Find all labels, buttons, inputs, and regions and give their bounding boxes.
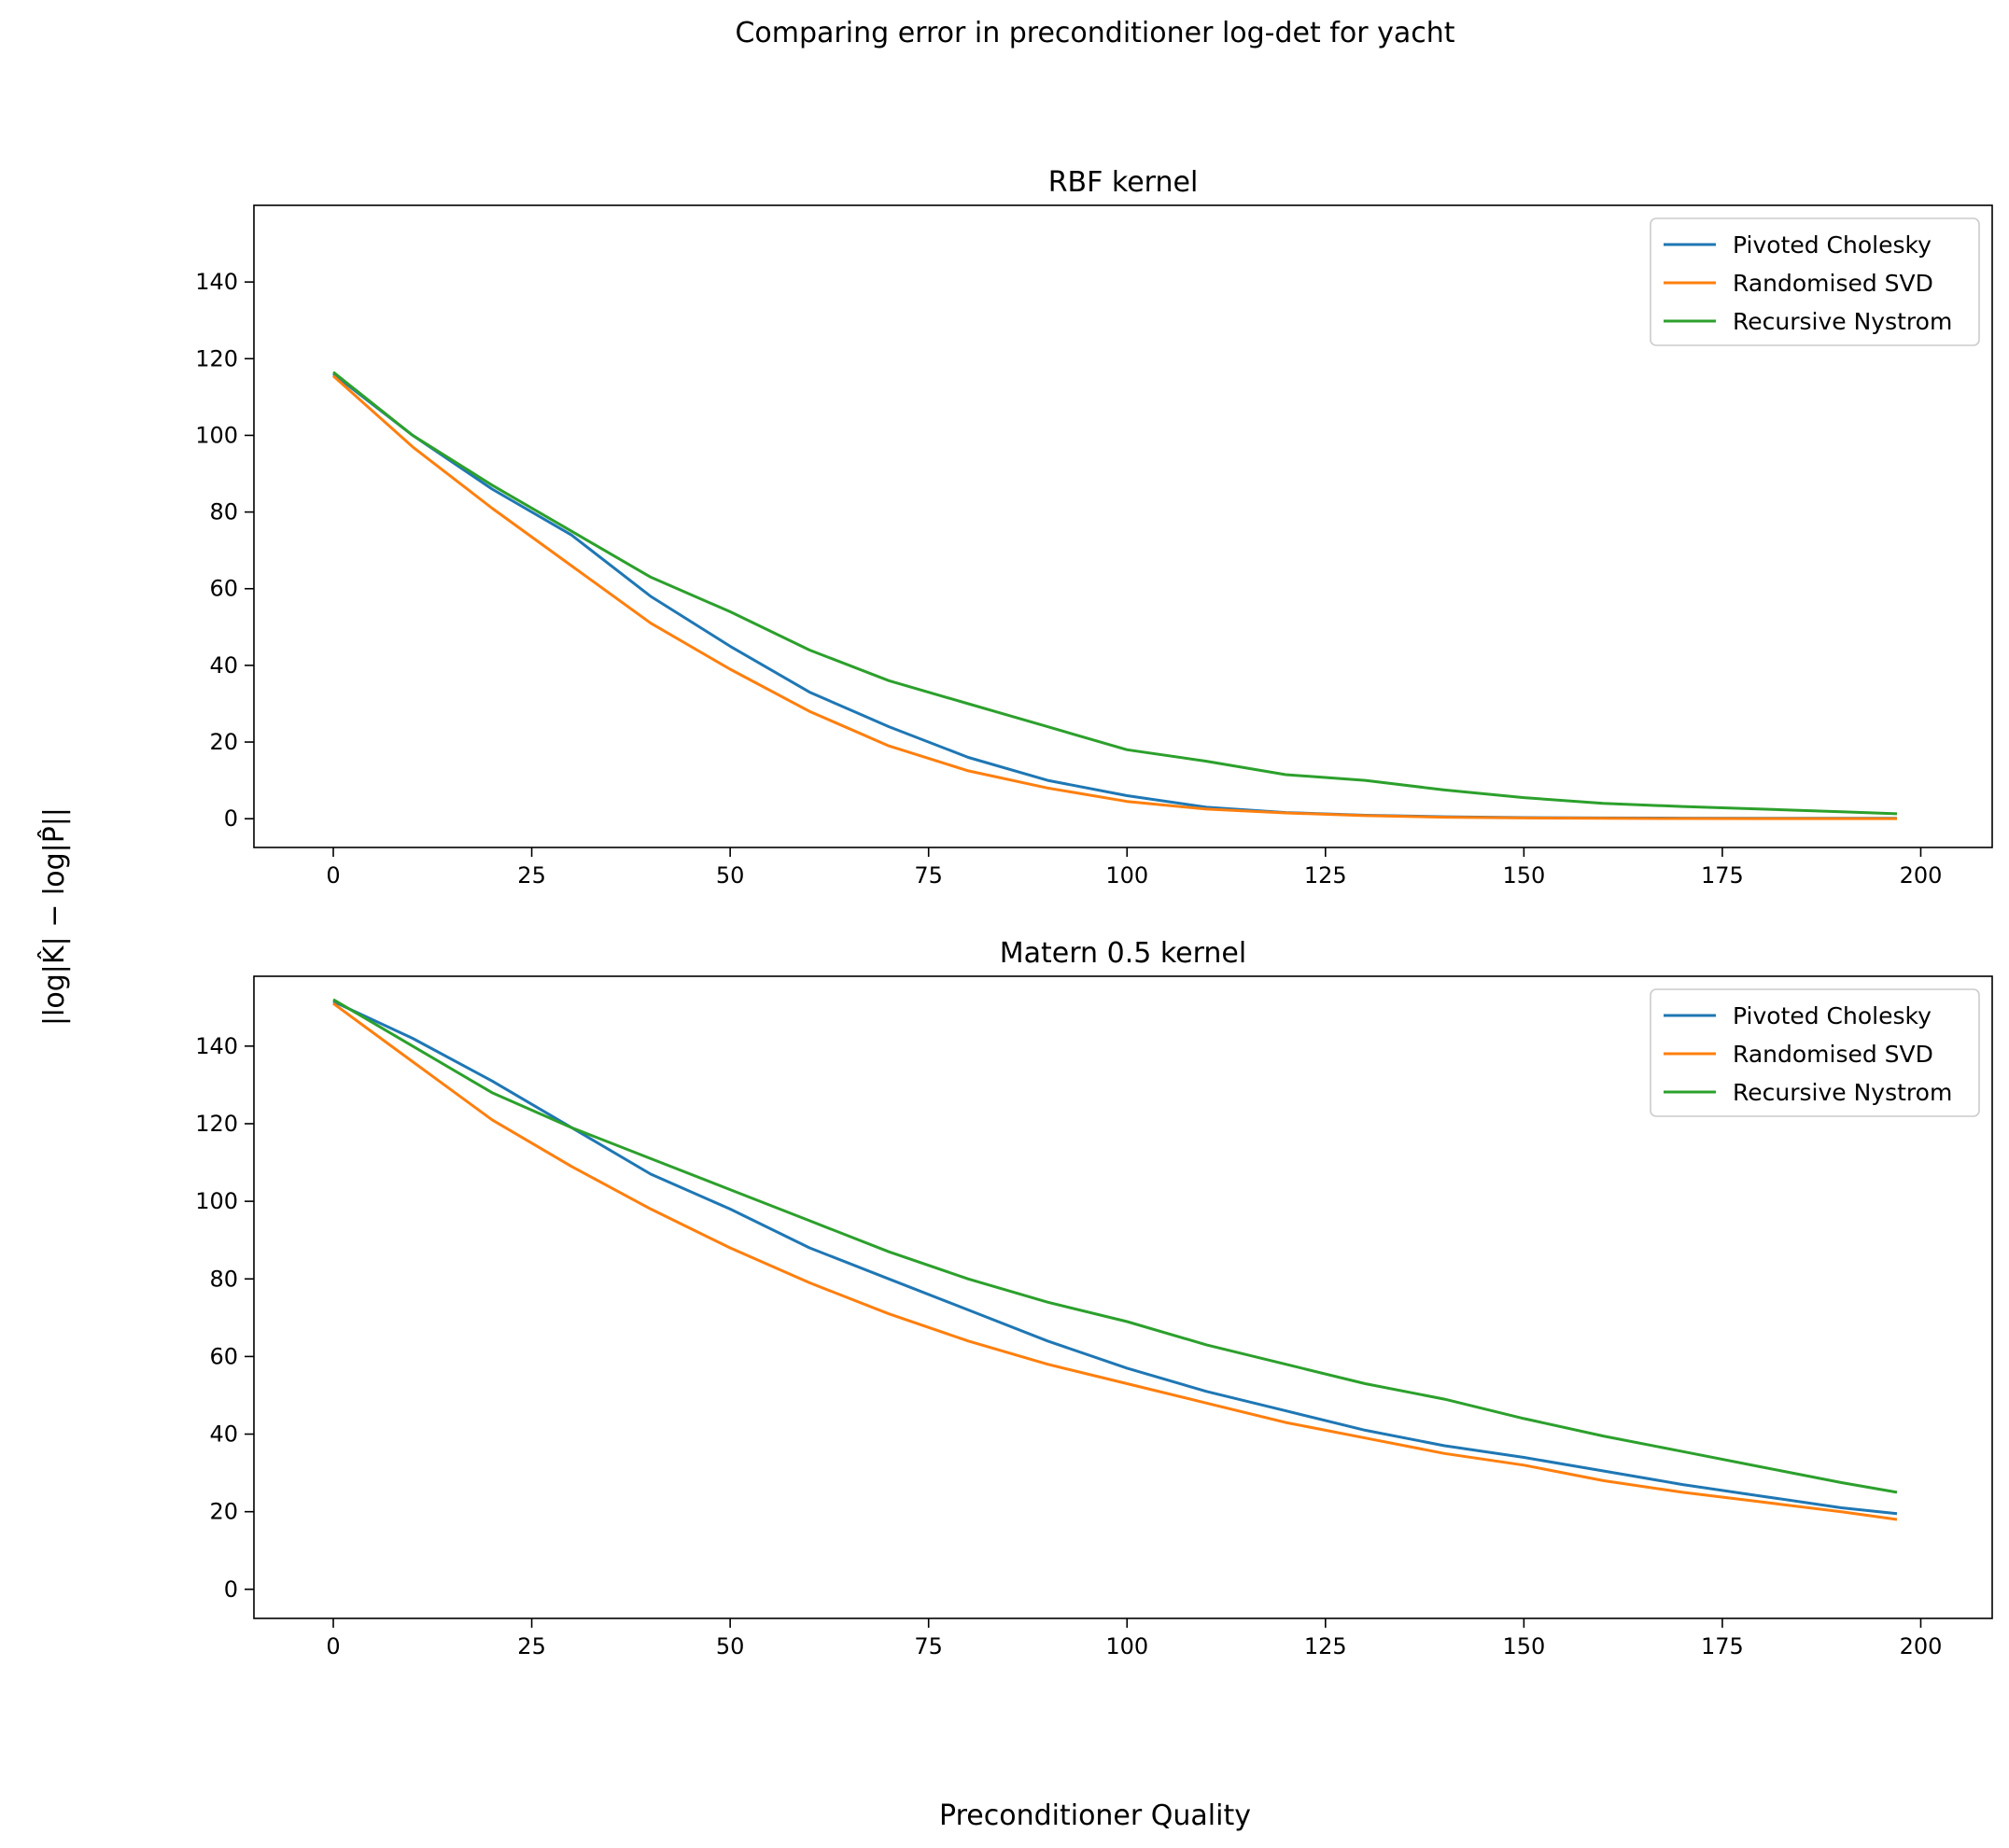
x-tick-label: 25 bbox=[517, 862, 546, 889]
x-tick-label: 50 bbox=[716, 1633, 745, 1659]
y-tick-label: 140 bbox=[195, 269, 238, 295]
legend: Pivoted Cholesky Randomised SVD Recursive … bbox=[1650, 988, 1980, 1117]
x-tick-label: 150 bbox=[1502, 862, 1545, 889]
x-tick-label: 75 bbox=[914, 862, 943, 889]
chart-panel-2: Matern 0.5 kernel 0 25 50 75 100 125 150 175 200 0… bbox=[195, 937, 1993, 1659]
x-tick-label: 200 bbox=[1900, 862, 1943, 889]
series-line-pivoted-cholesky bbox=[332, 1000, 1898, 1516]
legend-label: Recursive Nystrom bbox=[1733, 1079, 1952, 1106]
legend-label: Pivoted Cholesky bbox=[1733, 1002, 1932, 1029]
y-tick-label: 0 bbox=[224, 805, 238, 832]
figure-ylabel: |log|K̂| − log|P̂|| bbox=[37, 807, 71, 1026]
y-tick-label: 20 bbox=[209, 1499, 238, 1525]
chart-title: Matern 0.5 kernel bbox=[1000, 937, 1246, 970]
x-tick-label: 175 bbox=[1701, 1633, 1744, 1659]
y-tick-label: 80 bbox=[209, 499, 238, 525]
y-tick-label: 60 bbox=[209, 576, 238, 602]
x-tick-label: 50 bbox=[716, 862, 745, 889]
x-tick-label: 100 bbox=[1105, 1633, 1148, 1659]
x-tick-label: 175 bbox=[1701, 862, 1744, 889]
figure-suptitle: Comparing error in preconditioner log-de… bbox=[735, 17, 1454, 49]
chart-panel-1: RBF kernel 0 25 50 75 100 125 150 175 200 0 20 40 60 8… bbox=[195, 166, 1993, 889]
figure-xlabel: Preconditioner Quality bbox=[939, 1799, 1251, 1832]
x-tick-label: 0 bbox=[326, 862, 340, 889]
y-tick-label: 120 bbox=[195, 345, 238, 371]
x-tick-label: 75 bbox=[914, 1633, 943, 1659]
legend-label: Randomised SVD bbox=[1733, 270, 1933, 297]
x-tick-label: 200 bbox=[1900, 1633, 1943, 1659]
x-tick-label: 125 bbox=[1304, 862, 1347, 889]
axes-frame bbox=[253, 975, 1993, 1619]
legend-label: Randomised SVD bbox=[1733, 1041, 1933, 1068]
y-tick-label: 60 bbox=[209, 1343, 238, 1369]
legend-box bbox=[1650, 988, 1980, 1117]
x-tick-label: 25 bbox=[517, 1633, 546, 1659]
series-line-recursive-nystrom bbox=[332, 371, 1898, 816]
legend: Pivoted Cholesky Randomised SVD Recursive … bbox=[1650, 217, 1980, 346]
axes-frame bbox=[253, 204, 1993, 848]
y-tick-label: 100 bbox=[195, 422, 238, 448]
legend-box bbox=[1650, 217, 1980, 346]
y-tick-label: 20 bbox=[209, 729, 238, 755]
chart-title: RBF kernel bbox=[1048, 166, 1199, 199]
series-line-randomised-svd bbox=[332, 1001, 1898, 1521]
y-tick-label: 0 bbox=[224, 1576, 238, 1603]
y-tick-label: 120 bbox=[195, 1111, 238, 1137]
y-tick-label: 140 bbox=[195, 1033, 238, 1059]
legend-label: Pivoted Cholesky bbox=[1733, 231, 1932, 259]
y-tick-label: 80 bbox=[209, 1266, 238, 1292]
y-tick-label: 100 bbox=[195, 1188, 238, 1214]
y-tick-label: 40 bbox=[209, 652, 238, 679]
legend-label: Recursive Nystrom bbox=[1733, 308, 1952, 335]
x-tick-label: 0 bbox=[326, 1633, 340, 1659]
series-line-recursive-nystrom bbox=[332, 998, 1898, 1494]
x-tick-label: 150 bbox=[1502, 1633, 1545, 1659]
y-tick-label: 40 bbox=[209, 1421, 238, 1448]
series-line-randomised-svd bbox=[332, 374, 1897, 820]
x-tick-label: 125 bbox=[1304, 1633, 1347, 1659]
x-tick-label: 100 bbox=[1105, 862, 1148, 889]
